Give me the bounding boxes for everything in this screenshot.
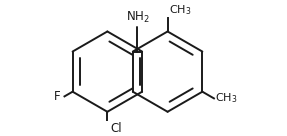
Text: Cl: Cl	[110, 123, 122, 135]
Text: F: F	[54, 90, 61, 103]
Text: CH$_3$: CH$_3$	[215, 92, 238, 105]
Text: CH$_3$: CH$_3$	[169, 3, 191, 17]
Text: NH$_2$: NH$_2$	[126, 10, 149, 25]
